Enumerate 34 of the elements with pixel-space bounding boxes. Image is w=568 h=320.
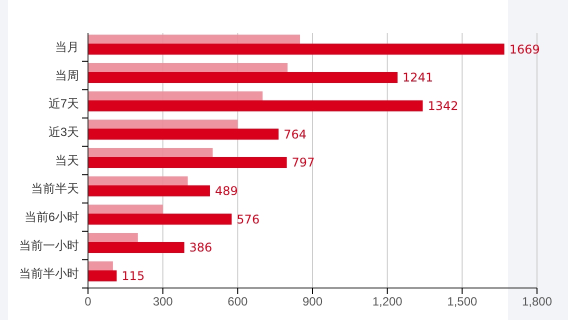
y-tick-label: 当前半天 [31, 182, 79, 196]
bar [88, 270, 117, 282]
bar [88, 72, 398, 83]
y-tick-label: 当天 [55, 153, 79, 168]
x-tick-label: 900 [302, 294, 323, 309]
bar [88, 100, 423, 112]
data-label: 1241 [402, 70, 434, 85]
bar [88, 242, 184, 253]
x-tick-label: 600 [228, 294, 248, 309]
y-tick-label: 当前半小时 [19, 266, 79, 281]
data-label: 576 [236, 212, 260, 226]
x-tick-label: 0 [84, 294, 92, 309]
data-label: 797 [292, 156, 315, 170]
y-tick-label: 近3天 [48, 125, 79, 140]
y-tick-label: 当月 [55, 40, 79, 54]
x-tick-label: 1,500 [447, 294, 478, 309]
y-tick-label: 近7天 [48, 96, 79, 111]
bar [88, 44, 504, 55]
bar [88, 157, 287, 168]
data-label: 386 [189, 240, 212, 255]
y-tick-label: 当前6小时 [24, 210, 79, 224]
data-label: 764 [284, 127, 306, 142]
x-tick-label: 1,200 [372, 294, 403, 309]
data-label: 115 [122, 269, 145, 284]
x-tick-label: 1,800 [522, 294, 552, 309]
y-tick-label: 当周 [55, 68, 79, 82]
y-tick-label: 当前一小时 [19, 238, 79, 252]
x-tick-label: 300 [152, 294, 174, 309]
bar [88, 128, 279, 140]
data-label: 1669 [509, 42, 540, 56]
bar [88, 214, 232, 225]
bar [88, 185, 210, 196]
data-label: 489 [214, 184, 238, 198]
data-label: 1342 [428, 99, 458, 114]
